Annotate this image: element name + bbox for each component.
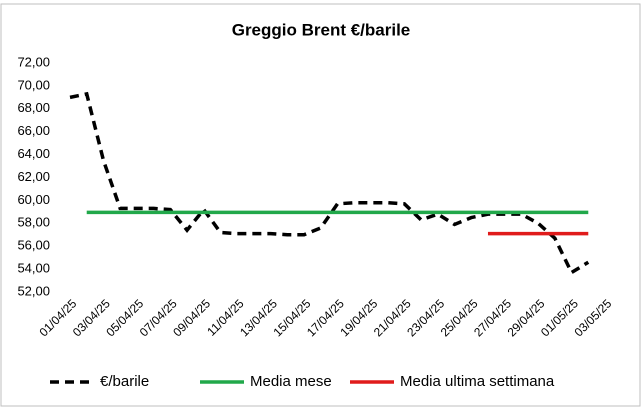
y-tick-label: 72,00 <box>17 54 50 69</box>
legend-label: Media ultima settimana <box>400 373 555 390</box>
legend-label: €/barile <box>100 373 149 390</box>
chart-frame <box>0 3 641 407</box>
y-tick-label: 54,00 <box>17 261 50 276</box>
y-tick-label: 64,00 <box>17 146 50 161</box>
y-tick-label: 66,00 <box>17 123 50 138</box>
y-tick-label: 60,00 <box>17 192 50 207</box>
y-tick-label: 70,00 <box>17 77 50 92</box>
chart-title: Greggio Brent €/barile <box>232 20 411 39</box>
y-tick-label: 58,00 <box>17 215 50 230</box>
y-tick-label: 68,00 <box>17 100 50 115</box>
y-tick-label: 56,00 <box>17 238 50 253</box>
y-tick-label: 52,00 <box>17 283 50 298</box>
legend-label: Media mese <box>250 373 332 390</box>
y-tick-label: 62,00 <box>17 169 50 184</box>
